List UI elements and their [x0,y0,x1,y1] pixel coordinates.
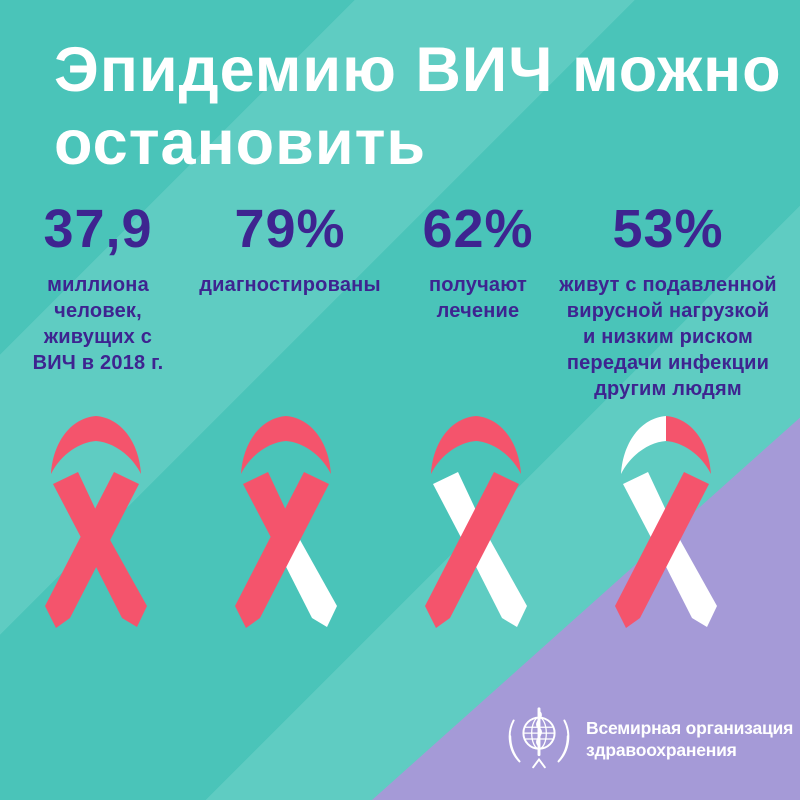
stat-description: миллиона человек, живущих с ВИЧ в 2018 г… [32,274,164,374]
stat-column-virally-suppressed: 53% живут с подавленной вирусной нагрузк… [536,198,800,402]
ribbon-arc-left [431,416,476,474]
stat-column-people-living-with-hiv: 37,9 миллиона человек, живущих с ВИЧ в 2… [8,198,188,376]
stat-column-diagnosed: 79% диагностированы [178,198,402,298]
stat-value: 53% [612,199,724,259]
stat-value: 62% [422,199,534,259]
org-name: Всемирная организация здравоохранения [586,718,794,760]
stat-value: 79% [234,199,346,259]
ribbon-arc-left [621,416,666,474]
who-footer: Всемирная организация здравоохранения [500,700,793,778]
stat-column-receiving-treatment: 62% получают лечение [393,198,563,324]
stat-description: получают лечение [428,274,528,322]
ribbon-band-a [425,472,519,628]
ribbon-band-a [45,472,139,628]
stat-description: диагностированы [199,274,381,296]
aids-ribbon-icon-1 [45,416,147,628]
stat-description: живут с подавленной вирусной нагрузкой и… [559,274,777,400]
laurel-branch-right [557,719,570,763]
who-emblem-icon [508,707,570,769]
ribbon-band-b-lower [87,538,147,627]
asclepius-snake [536,710,542,747]
ribbon-arc-left [241,416,286,474]
stat-value: 37,9 [43,199,153,259]
ribbon-arc-right [286,416,331,474]
ribbon-arc-right [476,416,521,474]
ribbon-arc-right [666,416,711,474]
aids-ribbon-icon-2 [235,416,337,628]
ribbon-band-b-lower [467,538,527,627]
ribbon-arc-right [96,416,141,474]
ribbon-band-b-lower [277,538,337,627]
aids-ribbon-icon-4 [615,416,717,628]
ribbon-band-a [615,472,709,628]
laurel-branch-left [508,719,521,763]
aids-ribbon-icon-3 [425,416,527,628]
ribbon-band-b-lower [657,538,717,627]
ribbon-band-a [235,472,329,628]
ribbon-arc-left [51,416,96,474]
laurel-tie [532,757,546,769]
page-title: Эпидемию ВИЧ можно остановить [54,35,782,178]
